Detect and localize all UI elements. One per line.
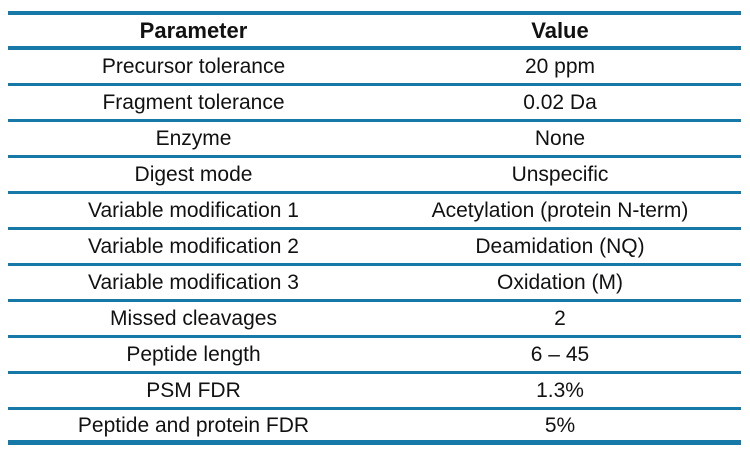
value-cell: None — [534, 127, 586, 150]
parameter-cell: PSM FDR — [146, 379, 241, 402]
table-row: PSM FDR 1.3% — [8, 373, 741, 409]
table-row: Peptide length 6 – 45 — [8, 337, 741, 373]
value-cell: 2 — [554, 307, 566, 330]
table-row: Peptide and protein FDR 5% — [8, 409, 741, 443]
parameter-cell: Precursor tolerance — [101, 55, 286, 78]
parameter-cell: Variable modification 3 — [88, 271, 299, 294]
value-cell: 0.02 Da — [523, 91, 597, 114]
value-cell: 6 – 45 — [530, 343, 590, 366]
value-cell: Unspecific — [511, 163, 609, 186]
table-row: Missed cleavages 2 — [8, 301, 741, 337]
value-cell: 5% — [544, 413, 576, 437]
parameter-cell: Peptide length — [126, 343, 261, 366]
column-header-parameter: Parameter — [139, 17, 248, 43]
header-row: Parameter Value — [8, 13, 741, 48]
value-cell: Acetylation (protein N-term) — [431, 199, 689, 222]
value-cell: Deamidation (NQ) — [475, 235, 645, 258]
table-row: Digest mode Unspecific — [8, 157, 741, 193]
table-row: Enzyme None — [8, 121, 741, 157]
column-header-value: Value — [531, 17, 589, 43]
table-row: Variable modification 1 Acetylation (pro… — [8, 193, 741, 229]
parameter-cell: Fragment tolerance — [102, 91, 285, 114]
value-cell: Oxidation (M) — [496, 271, 624, 294]
parameter-cell: Digest mode — [134, 163, 253, 186]
table-row: Precursor tolerance 20 ppm — [8, 48, 741, 85]
parameter-cell: Missed cleavages — [110, 307, 277, 330]
parameter-cell: Enzyme — [155, 127, 232, 150]
value-cell: 20 ppm — [524, 55, 596, 78]
table-row: Fragment tolerance 0.02 Da — [8, 85, 741, 121]
table-row: Variable modification 2 Deamidation (NQ) — [8, 229, 741, 265]
parameter-cell: Variable modification 1 — [88, 199, 299, 222]
parameters-table: Parameter Value Precursor tolerance 20 p… — [8, 11, 741, 445]
parameter-cell: Peptide and protein FDR — [77, 413, 310, 437]
parameter-cell: Variable modification 2 — [88, 235, 299, 258]
value-cell: 1.3% — [536, 379, 584, 402]
table-row: Variable modification 3 Oxidation (M) — [8, 265, 741, 301]
